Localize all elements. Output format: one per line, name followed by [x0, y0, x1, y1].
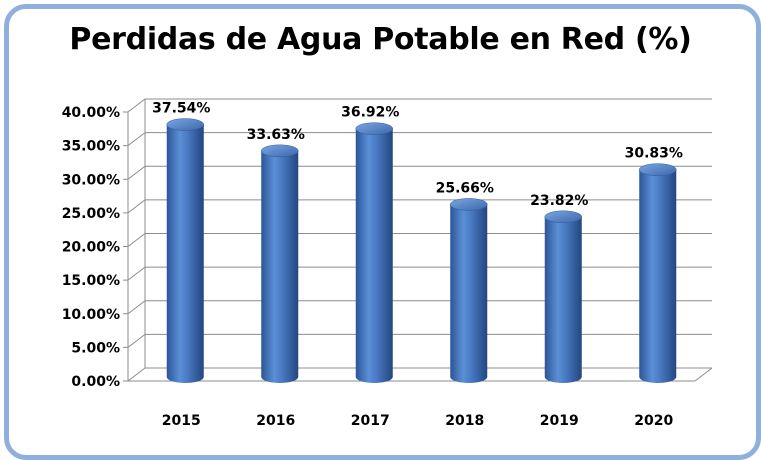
bar-2015 — [166, 118, 204, 383]
gridline-depth — [127, 300, 146, 315]
data-label: 33.63% — [247, 127, 305, 143]
y-tick-label: 20.00% — [62, 240, 120, 256]
data-label: 37.54% — [152, 101, 210, 117]
y-tick-label: 25.00% — [62, 206, 120, 222]
bar-body — [261, 150, 299, 383]
bar-body — [450, 204, 488, 383]
chart-title: Perdidas de Agua Potable en Red (%) — [69, 22, 692, 57]
bar-top — [639, 163, 677, 176]
y-tick-label: 5.00% — [71, 340, 120, 356]
bar-top — [355, 122, 393, 135]
gridlines — [127, 98, 712, 382]
x-tick-label: 2020 — [634, 413, 673, 429]
data-label: 30.83% — [625, 146, 683, 162]
bar-2018 — [450, 198, 488, 383]
bar-2017 — [355, 122, 393, 383]
gridline-depth — [127, 233, 146, 247]
gridline-depth — [127, 333, 146, 348]
gridline-depth — [127, 199, 146, 214]
gridline-depth — [127, 98, 146, 113]
data-label: 25.66% — [436, 180, 494, 196]
data-label: 36.92% — [341, 105, 399, 121]
bar-top — [261, 144, 299, 158]
gridline-depth — [127, 132, 146, 147]
x-tick-label: 2018 — [445, 413, 484, 429]
x-tick-label: 2015 — [162, 413, 201, 429]
bar-2016 — [261, 144, 299, 383]
y-tick-label: 35.00% — [62, 139, 120, 155]
x-tick-label: 2019 — [540, 413, 579, 429]
bars — [166, 118, 677, 383]
gridline-depth — [127, 266, 146, 281]
y-tick-label: 0.00% — [71, 374, 120, 390]
y-tick-label: 30.00% — [62, 172, 120, 188]
bar-2020 — [639, 163, 677, 383]
bar-top — [166, 118, 204, 131]
y-tick-label: 15.00% — [62, 273, 120, 289]
y-tick-label: 10.00% — [62, 307, 120, 323]
bar-top — [544, 210, 582, 224]
bar-body — [544, 216, 582, 383]
data-label: 23.82% — [530, 193, 588, 209]
axes — [123, 99, 713, 382]
bar-body — [166, 124, 204, 383]
bar-2019 — [544, 210, 582, 383]
labels: 0.00% 5.00% 10.00% 15.00% 20.00% 25.00% 30.00%… — [62, 101, 683, 429]
bar-body — [355, 128, 393, 383]
gridline-depth — [127, 165, 146, 180]
floor-right-edge — [694, 367, 713, 382]
x-tick-label: 2017 — [351, 413, 390, 429]
bar-top — [450, 198, 488, 211]
y-tick-label: 40.00% — [62, 105, 120, 121]
gridline-depth — [127, 367, 146, 382]
x-tick-label: 2016 — [256, 413, 295, 429]
bar-body — [639, 169, 677, 383]
